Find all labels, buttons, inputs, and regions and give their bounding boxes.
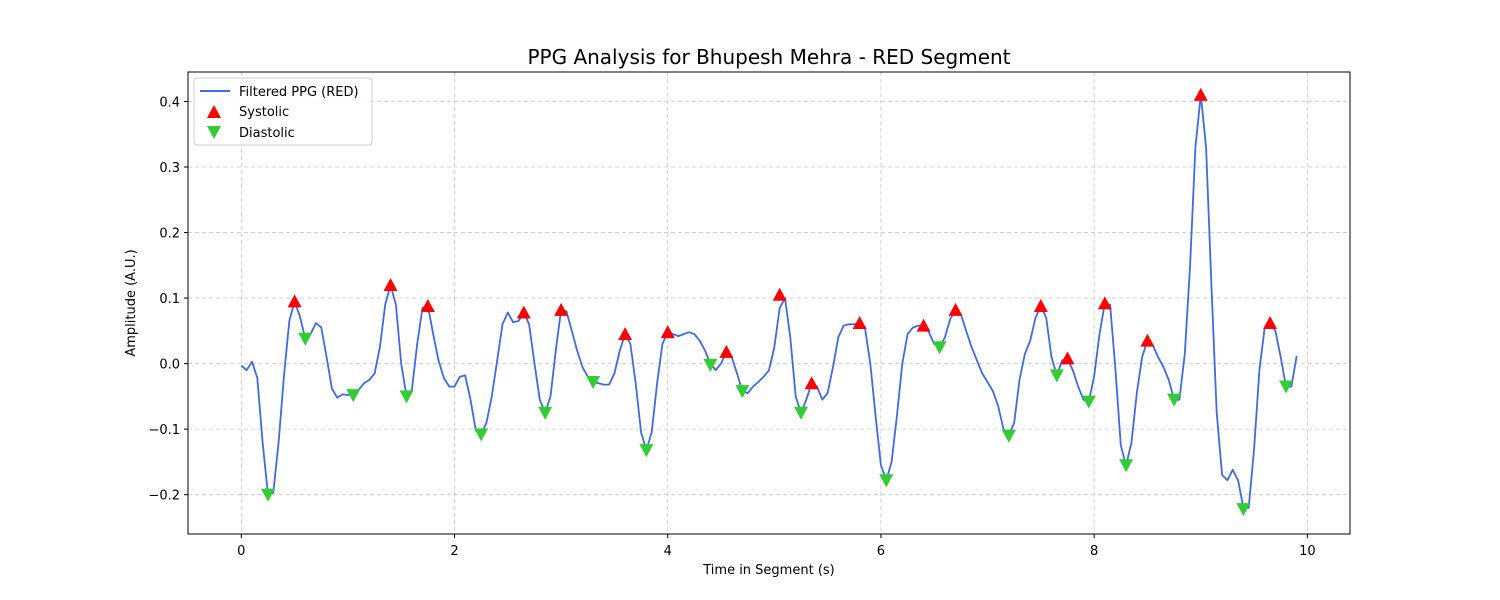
diastolic-marker: [586, 375, 601, 389]
systolic-marker: [420, 298, 435, 312]
y-tick-label: 0.3: [159, 161, 180, 176]
diastolic-marker: [538, 406, 553, 420]
diastolic-marker: [346, 389, 361, 403]
diastolic-marker: [474, 428, 489, 442]
legend-diastolic-marker: [207, 126, 221, 139]
diastolic-marker: [260, 488, 275, 502]
diastolic-marker: [1236, 503, 1251, 517]
systolic-marker: [948, 302, 963, 316]
diastolic-marker: [735, 385, 750, 399]
systolic-marker: [1060, 351, 1075, 365]
systolic-marker: [1140, 333, 1155, 347]
systolic-marker: [772, 287, 787, 301]
x-tick-label: 10: [1299, 544, 1316, 559]
systolic-marker: [1193, 87, 1208, 101]
systolic-marker: [287, 294, 302, 308]
diastolic-marker: [1081, 395, 1096, 409]
systolic-marker: [618, 327, 633, 341]
systolic-marker: [1097, 296, 1112, 310]
ppg-signal-line: [240, 94, 1298, 509]
systolic-marker: [383, 277, 398, 291]
legend-label-diastolic: Diastolic: [239, 126, 295, 141]
legend: Filtered PPG (RED) Systolic Diastolic: [193, 77, 373, 146]
diastolic-marker: [793, 406, 808, 420]
diastolic-marker: [1049, 369, 1064, 383]
systolic-marker: [660, 325, 675, 339]
x-tick-label: 6: [877, 544, 885, 559]
diastolic-marker: [1119, 459, 1134, 473]
y-tick-label: −0.2: [148, 489, 180, 504]
plot-frame: [187, 71, 1351, 535]
systolic-marker: [719, 344, 734, 358]
y-tick-label: 0.1: [159, 292, 180, 307]
systolic-marker: [1263, 315, 1278, 329]
legend-label-filtered: Filtered PPG (RED): [239, 85, 359, 100]
y-axis-label: Amplitude (A.U.): [124, 249, 139, 356]
x-tick-label: 4: [664, 544, 672, 559]
x-tick-label: 0: [237, 544, 245, 559]
systolic-marker: [852, 315, 867, 329]
axis-ticks: 0 2 4 6 8 10 −0.2 −0.1 0.0 0.1 0.2 0.3 0.4: [148, 95, 1315, 559]
x-axis-label: Time in Segment (s): [702, 563, 834, 578]
diastolic-marker: [703, 358, 718, 372]
systolic-marker: [516, 305, 531, 319]
legend-label-systolic: Systolic: [239, 105, 289, 120]
y-tick-label: 0.0: [159, 358, 180, 373]
legend-systolic-marker: [207, 105, 221, 118]
systolic-marker: [554, 302, 569, 316]
systolic-marker: [916, 318, 931, 332]
x-tick-label: 8: [1090, 544, 1098, 559]
plot-data: [240, 87, 1298, 517]
systolic-marker: [1033, 298, 1048, 312]
legend-box: [193, 77, 373, 146]
diastolic-marker: [1279, 380, 1294, 394]
diastolic-marker: [1001, 429, 1016, 443]
gridlines: [188, 72, 1350, 534]
chart-title: PPG Analysis for Bhupesh Mehra - RED Seg…: [527, 45, 1010, 69]
x-tick-label: 2: [450, 544, 458, 559]
y-tick-label: 0.2: [159, 227, 180, 242]
y-tick-label: 0.4: [159, 95, 180, 110]
diastolic-marker: [639, 444, 654, 458]
diastolic-marker: [298, 332, 313, 346]
systolic-marker: [804, 376, 819, 390]
y-tick-label: −0.1: [148, 423, 180, 438]
diastolic-marker: [879, 474, 894, 488]
diastolic-marker: [932, 341, 947, 355]
diastolic-marker: [399, 390, 414, 404]
diastolic-marker: [1167, 393, 1182, 407]
